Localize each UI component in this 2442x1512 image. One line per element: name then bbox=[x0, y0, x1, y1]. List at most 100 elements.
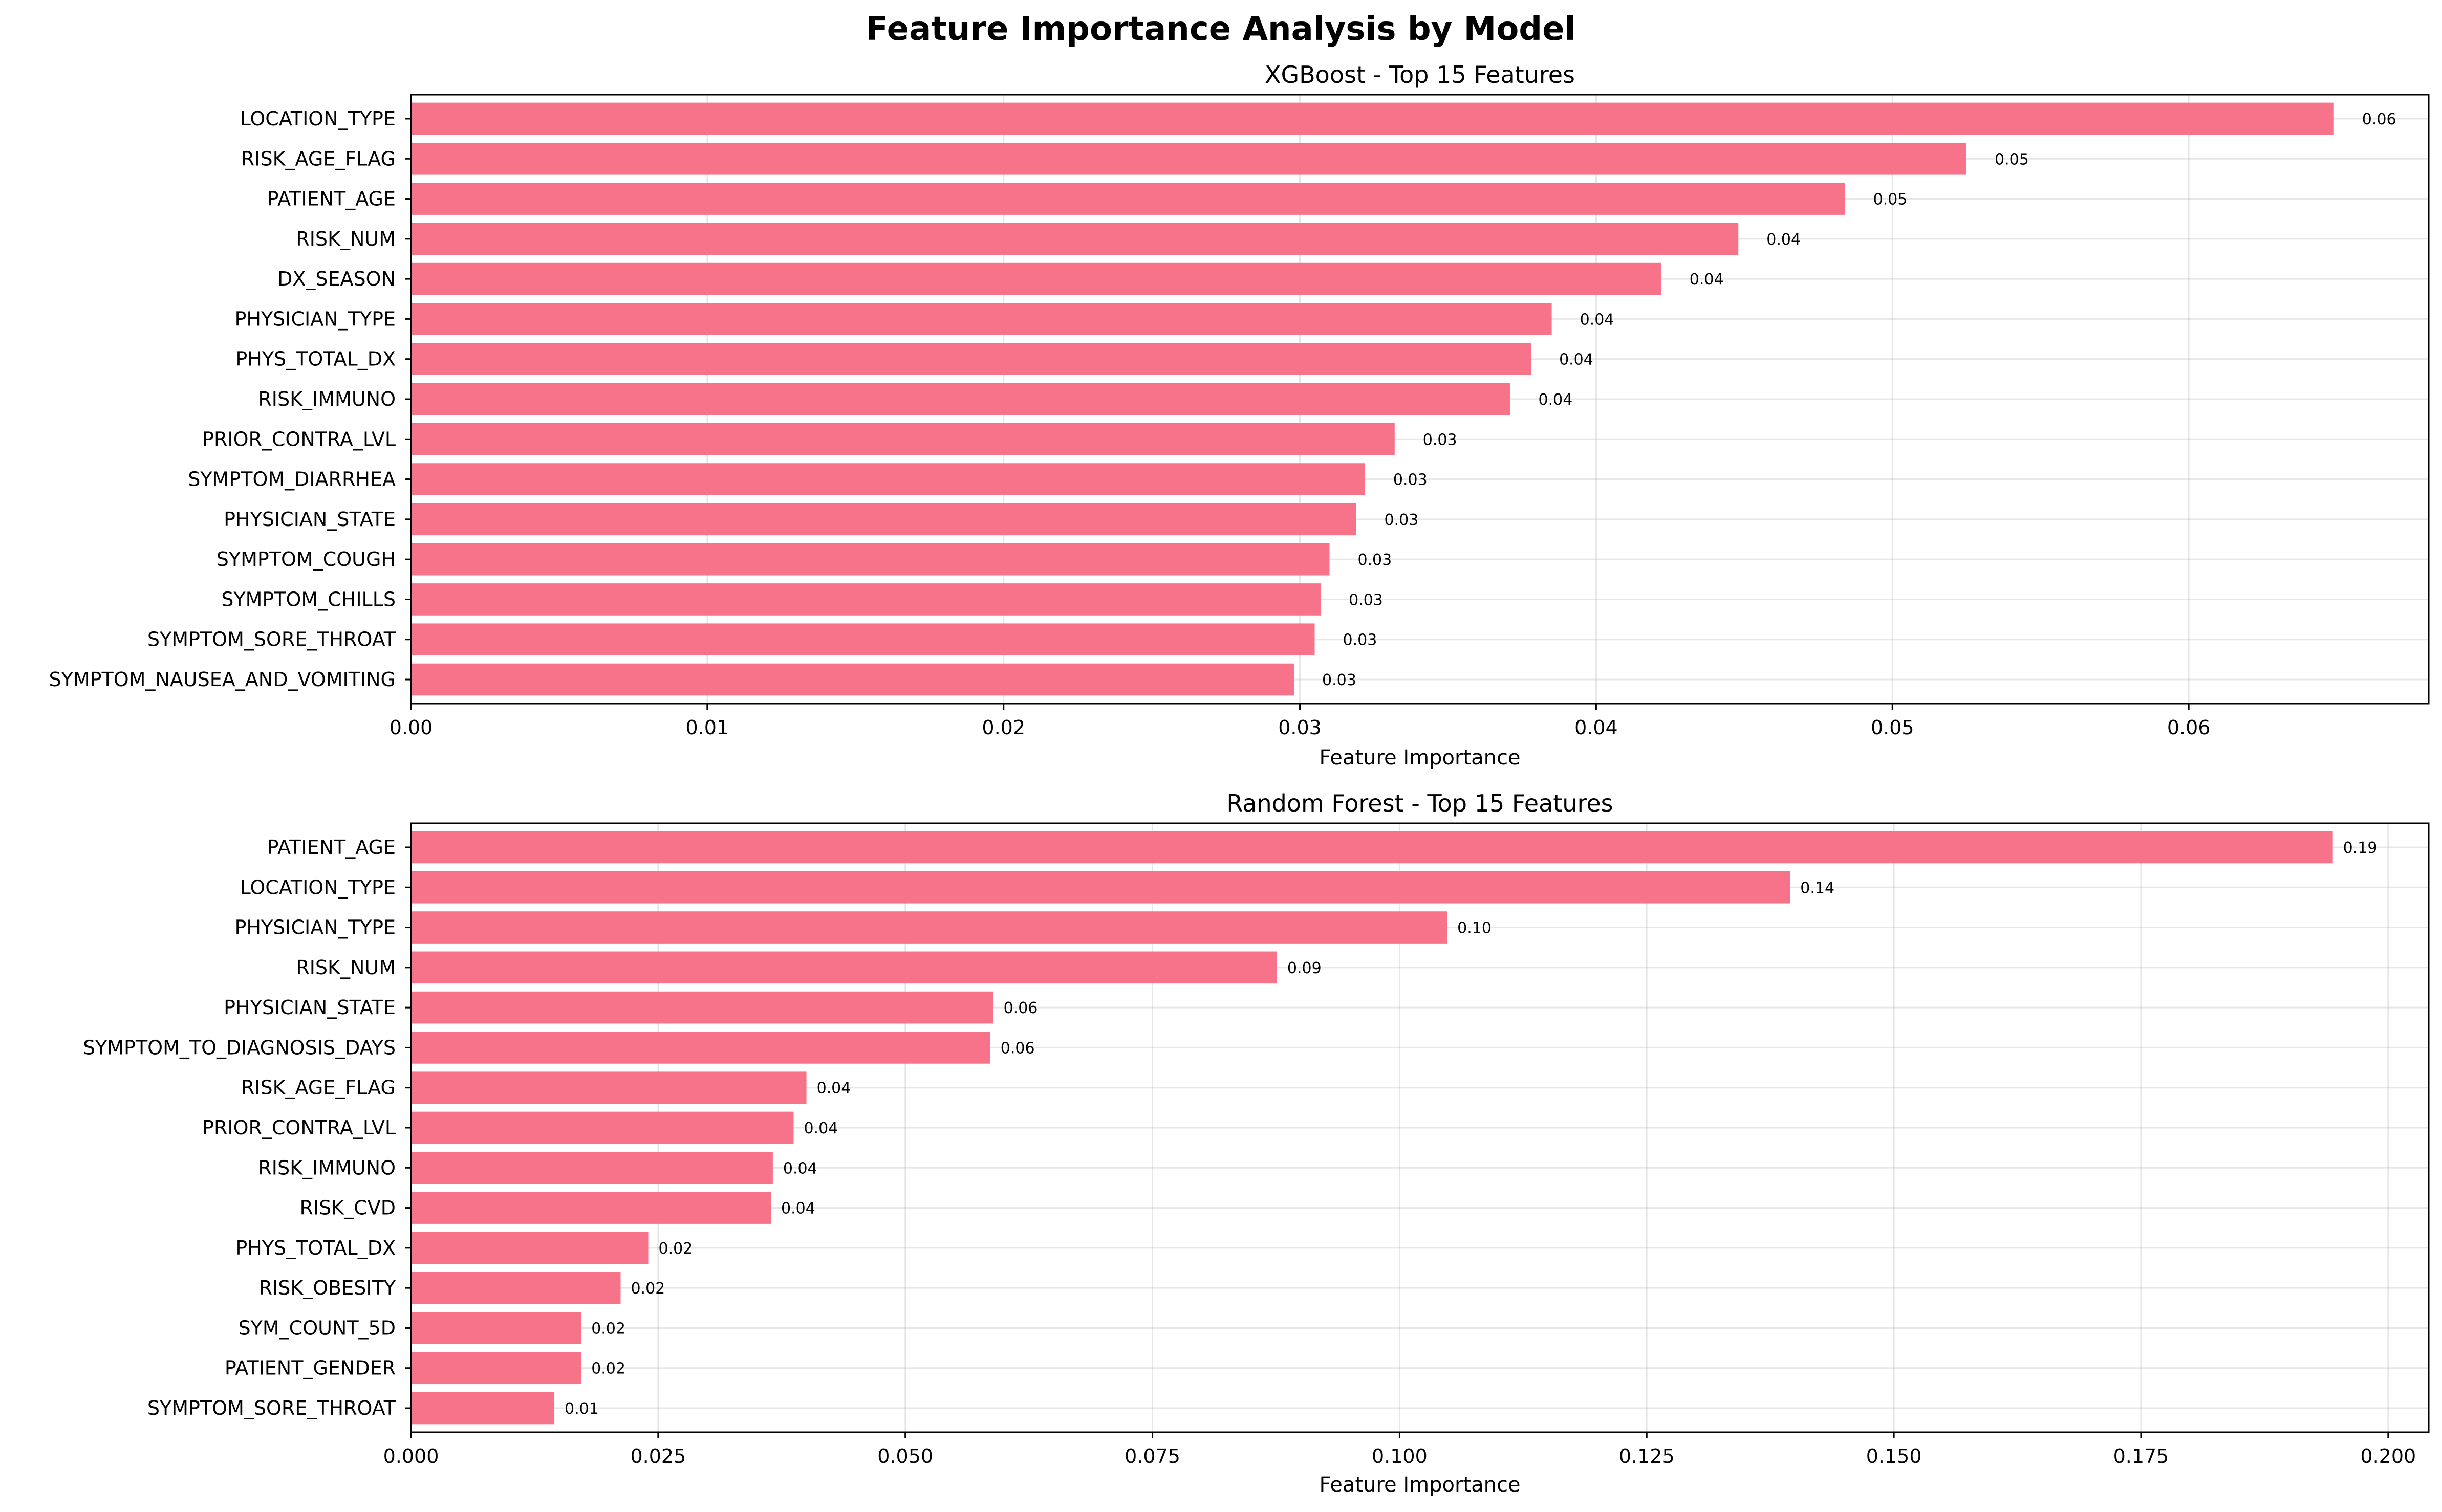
random-forest-x-axis-label: Feature Importance bbox=[1319, 1473, 1520, 1497]
random-forest-bar-value-label: 0.19 bbox=[2343, 839, 2378, 857]
xgboost-x-tick-label: 0.01 bbox=[686, 716, 729, 739]
xgboost-bar-value-label: 0.05 bbox=[1995, 150, 2029, 168]
xgboost-bar-value-label: 0.04 bbox=[1580, 311, 1614, 328]
xgboost-feature-label: PHYS_TOTAL_DX bbox=[235, 348, 396, 370]
xgboost-feature-label: RISK_IMMUNO bbox=[258, 388, 396, 410]
xgboost-chart-title: XGBoost - Top 15 Features bbox=[1265, 61, 1575, 89]
xgboost-bar-value-label: 0.05 bbox=[1873, 191, 1908, 209]
random-forest-bar-value-label: 0.09 bbox=[1287, 959, 1322, 977]
random-forest-bar bbox=[411, 1392, 555, 1425]
random-forest-bar bbox=[411, 991, 993, 1024]
random-forest-bar bbox=[411, 1192, 771, 1224]
xgboost-bars bbox=[411, 102, 2334, 696]
random-forest-bar bbox=[411, 1312, 581, 1344]
xgboost-bar bbox=[411, 303, 1552, 335]
random-forest-feature-label: PHYSICIAN_STATE bbox=[224, 996, 396, 1019]
xgboost-bar bbox=[411, 583, 1321, 616]
xgboost-value-labels: 0.06 0.05 0.05 0.04 0.04 0.04 0.04 0.04 0.03 0.03… bbox=[1322, 111, 2396, 689]
xgboost-feature-label: SYMPTOM_SORE_THROAT bbox=[147, 628, 396, 651]
xgboost-bar bbox=[411, 623, 1315, 656]
random-forest-bar-value-label: 0.04 bbox=[817, 1080, 851, 1098]
random-forest-bar bbox=[411, 1151, 773, 1184]
random-forest-bar bbox=[411, 951, 1277, 984]
xgboost-feature-label: PHYSICIAN_STATE bbox=[224, 508, 396, 531]
xgboost-bar-value-label: 0.03 bbox=[1423, 431, 1457, 449]
xgboost-bar bbox=[411, 383, 1510, 415]
xgboost-bar bbox=[411, 262, 1661, 295]
xgboost-bar-value-label: 0.04 bbox=[1690, 271, 1724, 289]
random-forest-bar-value-label: 0.04 bbox=[804, 1120, 838, 1137]
xgboost-feature-label: RISK_AGE_FLAG bbox=[241, 147, 396, 170]
xgboost-bar bbox=[411, 503, 1356, 536]
random-forest-feature-label: SYM_COUNT_5D bbox=[239, 1317, 396, 1339]
xgboost-bar bbox=[411, 423, 1395, 455]
xgboost-bar-value-label: 0.03 bbox=[1385, 511, 1419, 529]
random-forest-x-tick-label: 0.025 bbox=[630, 1445, 686, 1467]
random-forest-bar-value-label: 0.02 bbox=[591, 1360, 625, 1378]
random-forest-feature-label: PATIENT_GENDER bbox=[225, 1357, 396, 1379]
random-forest-bar-value-label: 0.01 bbox=[565, 1400, 599, 1418]
xgboost-feature-label: SYMPTOM_CHILLS bbox=[221, 588, 396, 610]
xgboost-bar bbox=[411, 543, 1330, 576]
random-forest-x-tick-label: 0.050 bbox=[877, 1445, 933, 1467]
xgboost-feature-labels: LOCATION_TYPE RISK_AGE_FLAG PATIENT_AGE RIS… bbox=[49, 107, 411, 691]
random-forest-bar-value-label: 0.02 bbox=[591, 1320, 625, 1338]
random-forest-x-tick-label: 0.075 bbox=[1125, 1445, 1180, 1467]
xgboost-x-tick-label: 0.06 bbox=[2167, 716, 2211, 739]
xgboost-x-axis-ticks: 0.00 0.01 0.02 0.03 0.04 0.05 0.06 bbox=[390, 704, 2211, 739]
random-forest-bar-value-label: 0.14 bbox=[1800, 879, 1834, 897]
random-forest-feature-label: SYMPTOM_SORE_THROAT bbox=[147, 1397, 396, 1419]
xgboost-bar-value-label: 0.04 bbox=[1766, 231, 1801, 249]
xgboost-feature-label: DX_SEASON bbox=[277, 268, 396, 290]
xgboost-bar bbox=[411, 663, 1294, 696]
random-forest-bar-value-label: 0.02 bbox=[631, 1280, 665, 1298]
random-forest-bar-value-label: 0.06 bbox=[1001, 1039, 1035, 1057]
random-forest-x-tick-label: 0.175 bbox=[2113, 1445, 2169, 1467]
random-forest-bar-value-label: 0.02 bbox=[659, 1240, 693, 1258]
random-forest-x-tick-label: 0.200 bbox=[2360, 1445, 2416, 1467]
random-forest-x-tick-label: 0.125 bbox=[1619, 1445, 1675, 1467]
xgboost-x-tick-label: 0.02 bbox=[982, 716, 1025, 739]
random-forest-feature-label: SYMPTOM_TO_DIAGNOSIS_DAYS bbox=[83, 1036, 396, 1059]
xgboost-feature-label: RISK_NUM bbox=[296, 228, 396, 250]
xgboost-feature-label: PHYSICIAN_TYPE bbox=[234, 308, 396, 330]
xgboost-bar bbox=[411, 343, 1531, 376]
random-forest-bar-value-label: 0.04 bbox=[783, 1159, 817, 1177]
random-forest-feature-label: RISK_IMMUNO bbox=[258, 1156, 396, 1179]
random-forest-bar bbox=[411, 1232, 649, 1264]
xgboost-bar-value-label: 0.03 bbox=[1357, 551, 1392, 569]
random-forest-feature-label: LOCATION_TYPE bbox=[240, 876, 396, 899]
random-forest-feature-label: RISK_CVD bbox=[300, 1197, 396, 1219]
xgboost-bar-value-label: 0.03 bbox=[1393, 471, 1428, 489]
random-forest-bar-value-label: 0.10 bbox=[1457, 919, 1492, 937]
xgboost-bar-value-label: 0.06 bbox=[2362, 111, 2396, 128]
xgboost-bar bbox=[411, 183, 1845, 215]
xgboost-bar-value-label: 0.03 bbox=[1322, 671, 1356, 689]
random-forest-bar bbox=[411, 1032, 990, 1064]
xgboost-feature-label: PRIOR_CONTRA_LVL bbox=[202, 428, 396, 450]
xgboost-bar-value-label: 0.03 bbox=[1349, 591, 1383, 609]
random-forest-x-axis-ticks: 0.000 0.025 0.050 0.075 0.100 0.125 0.150 0.175… bbox=[383, 1432, 2416, 1467]
random-forest-chart-title: Random Forest - Top 15 Features bbox=[1226, 790, 1613, 817]
xgboost-feature-label: PATIENT_AGE bbox=[267, 188, 396, 210]
random-forest-bar bbox=[411, 1272, 621, 1304]
xgboost-bar bbox=[411, 463, 1365, 495]
random-forest-feature-label: RISK_AGE_FLAG bbox=[241, 1077, 396, 1099]
random-forest-axes-frame bbox=[410, 822, 2430, 1433]
xgboost-x-tick-label: 0.03 bbox=[1278, 716, 1322, 739]
random-forest-feature-label: PRIOR_CONTRA_LVL bbox=[202, 1116, 396, 1139]
random-forest-bar-value-label: 0.04 bbox=[781, 1200, 815, 1218]
xgboost-chart: XGBoost - Top 15 Features 0.06 0.05 0.05 0.… bbox=[49, 61, 2430, 770]
random-forest-bar-value-label: 0.06 bbox=[1004, 999, 1038, 1017]
xgboost-x-tick-label: 0.04 bbox=[1574, 716, 1618, 739]
random-forest-x-tick-label: 0.000 bbox=[383, 1445, 439, 1467]
random-forest-bars bbox=[411, 831, 2333, 1425]
random-forest-feature-labels: PATIENT_AGE LOCATION_TYPE PHYSICIAN_TYPE RI… bbox=[83, 836, 411, 1419]
random-forest-bar bbox=[411, 1071, 807, 1104]
xgboost-bar-value-label: 0.04 bbox=[1559, 351, 1593, 369]
random-forest-x-tick-label: 0.100 bbox=[1372, 1445, 1428, 1467]
xgboost-x-tick-label: 0.05 bbox=[1871, 716, 1914, 739]
random-forest-bar bbox=[411, 831, 2333, 864]
xgboost-feature-label: LOCATION_TYPE bbox=[240, 107, 396, 130]
